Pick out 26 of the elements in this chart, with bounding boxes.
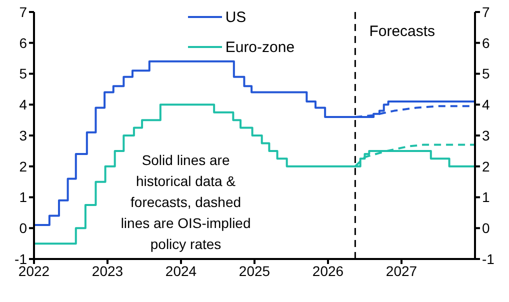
x-tick-label: 2027	[386, 262, 418, 279]
y-tick-label: 2	[19, 158, 28, 174]
y-tick-label: 6	[19, 34, 28, 51]
y2-tick-label: 2	[482, 158, 490, 174]
legend-label: Euro-zone	[225, 38, 295, 56]
y2-tick-label: 1	[482, 189, 490, 206]
annotation: Solid lines are historical data & forecasts, dashed lines are OIS-implied policy rates	[120, 151, 252, 254]
y2-tick-label: 6	[482, 34, 490, 51]
y-tick-label: 4	[19, 96, 28, 113]
y-tick-label: 7	[19, 4, 28, 20]
y-tick-label: 5	[19, 66, 28, 82]
y-tick-label: 3	[19, 127, 28, 144]
ref-line-label: Forecasts	[369, 23, 436, 40]
x-tick-label: 2025	[238, 262, 270, 279]
x-tick-label: 2023	[92, 262, 124, 279]
x-tick-label: 2024	[165, 262, 197, 279]
y-tick-label: 0	[19, 220, 28, 236]
y-tick-label: 1	[19, 189, 28, 206]
x-tick-label: 2026	[312, 262, 344, 279]
legend-label: US	[225, 8, 246, 26]
y2-tick-label: 7	[482, 4, 490, 20]
y2-tick-label: 5	[482, 66, 490, 82]
y2-tick-label: 3	[482, 127, 490, 144]
y2-tick-label: 0	[482, 220, 490, 236]
y2-tick-label: -1	[482, 250, 495, 267]
y2-tick-label: 4	[482, 96, 490, 113]
